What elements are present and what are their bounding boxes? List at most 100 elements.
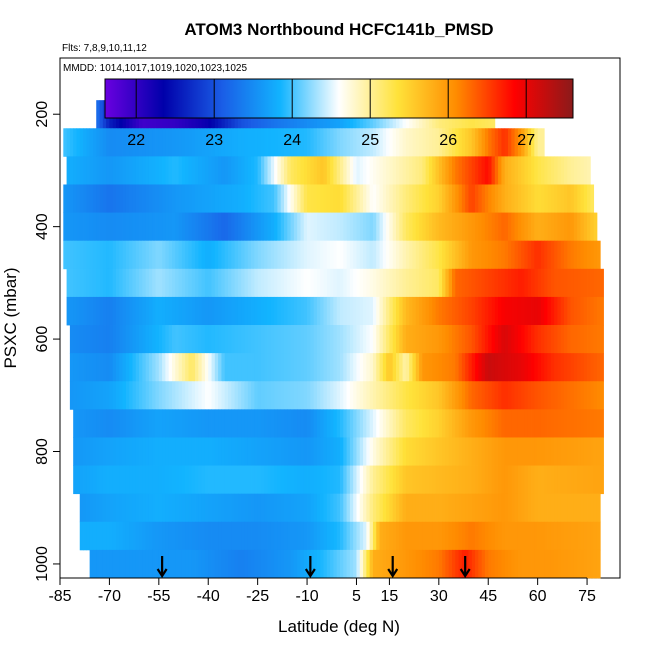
heatmap-cell (455, 268, 459, 298)
heatmap-cell (452, 212, 456, 242)
heatmap-cell (116, 325, 120, 354)
heatmap-cell (540, 240, 545, 270)
heatmap-cell (475, 493, 479, 523)
heatmap-cell (478, 212, 483, 242)
heatmap-cell (158, 549, 163, 579)
heatmap-cell (471, 521, 476, 551)
heatmap-cell (96, 409, 100, 438)
heatmap-cell (498, 381, 502, 410)
heatmap-cell (590, 353, 595, 382)
heatmap-cell (214, 493, 219, 523)
heatmap-cell (244, 268, 249, 298)
heatmap-cell (293, 549, 298, 579)
heatmap-cell (445, 240, 450, 270)
heatmap-cell (86, 465, 91, 495)
heatmap-cell (244, 325, 249, 354)
heatmap-cell (488, 493, 492, 523)
heatmap-cell (405, 268, 410, 298)
heatmap-cell (270, 268, 275, 298)
heatmap-cell (221, 493, 226, 523)
heatmap-cell (185, 325, 189, 354)
heatmap-cell (313, 128, 318, 157)
heatmap-cell (172, 353, 176, 382)
heatmap-cell (316, 353, 321, 382)
heatmap-cell (165, 409, 170, 438)
heatmap-cell (349, 465, 354, 495)
heatmap-cell (547, 465, 552, 495)
heatmap-cell (465, 184, 469, 213)
heatmap-cell (491, 296, 496, 326)
heatmap-cell (125, 296, 130, 326)
heatmap-cell (316, 521, 321, 551)
heatmap-cell (125, 240, 130, 270)
heatmap-cell (293, 437, 298, 466)
heatmap-cell (162, 296, 166, 326)
heatmap-cell (119, 381, 123, 410)
heatmap-cell (452, 381, 456, 410)
heatmap-cell (175, 549, 179, 579)
heatmap-cell (498, 437, 502, 466)
heatmap-cell (353, 128, 357, 157)
heatmap-cell (442, 521, 446, 551)
heatmap-cell (125, 156, 130, 185)
heatmap-cell (514, 353, 519, 382)
heatmap-cell (366, 549, 371, 579)
heatmap-cell (247, 381, 252, 410)
heatmap-cell (465, 381, 469, 410)
heatmap-cell (290, 437, 295, 466)
heatmap-cell (89, 437, 94, 466)
heatmap-cell (333, 184, 338, 213)
heatmap-cell (168, 325, 173, 354)
heatmap-cell (488, 521, 492, 551)
heatmap-cell (379, 409, 384, 438)
heatmap-cell (524, 465, 529, 495)
heatmap-cell (152, 268, 156, 298)
heatmap-cell (79, 212, 84, 242)
heatmap-cell (465, 156, 469, 185)
heatmap-cell (132, 212, 137, 242)
heatmap-cell (148, 353, 153, 382)
heatmap-cell (557, 521, 562, 551)
heatmap-cell (517, 437, 522, 466)
heatmap-cell (511, 549, 515, 579)
heatmap-cell (379, 493, 384, 523)
heatmap-cell (102, 409, 107, 438)
heatmap-cell (471, 437, 476, 466)
heatmap-cell (508, 184, 512, 213)
heatmap-cell (264, 268, 268, 298)
heatmap-cell (297, 465, 301, 495)
heatmap-cell (382, 240, 387, 270)
heatmap-cell (195, 493, 199, 523)
heatmap-cell (191, 437, 196, 466)
heatmap-cell (122, 240, 127, 270)
heatmap-cell (481, 240, 486, 270)
heatmap-cell (511, 325, 515, 354)
heatmap-cell (481, 549, 486, 579)
heatmap-cell (363, 212, 367, 242)
heatmap-cell (369, 409, 374, 438)
heatmap-cell (307, 184, 311, 213)
heatmap-cell (330, 156, 334, 185)
heatmap-cell (564, 184, 568, 213)
heatmap-cell (247, 493, 252, 523)
heatmap-cell (540, 493, 545, 523)
heatmap-cell (534, 268, 539, 298)
heatmap-cell (316, 465, 321, 495)
heatmap-cell (145, 128, 150, 157)
heatmap-cell (386, 325, 390, 354)
heatmap-cell (333, 381, 338, 410)
heatmap-cell (382, 268, 387, 298)
heatmap-cell (596, 268, 601, 298)
heatmap-cell (402, 549, 407, 579)
heatmap-cell (554, 437, 558, 466)
heatmap-cell (83, 521, 87, 551)
heatmap-cell (349, 409, 354, 438)
heatmap-cell (504, 240, 509, 270)
heatmap-cell (396, 268, 400, 298)
heatmap-cell (396, 353, 400, 382)
heatmap-cell (399, 156, 403, 185)
heatmap-cell (270, 521, 275, 551)
heatmap-cell (139, 465, 143, 495)
heatmap-cell (425, 325, 430, 354)
heatmap-cell (363, 128, 367, 157)
